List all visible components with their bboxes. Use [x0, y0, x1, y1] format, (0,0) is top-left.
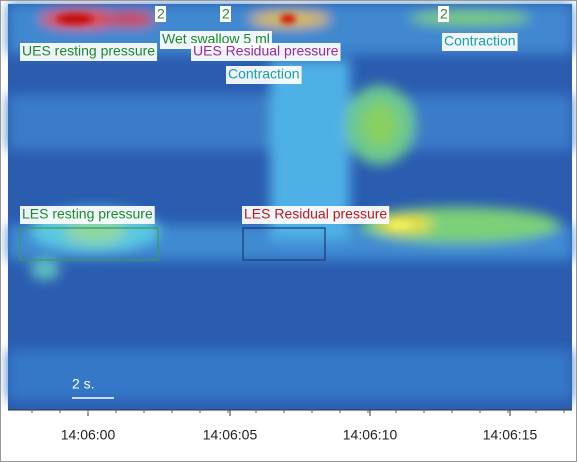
marker-box: [155, 6, 166, 22]
time-tick-label: 14:06:10: [343, 427, 398, 443]
scale-bar-label: 2 s.: [72, 376, 95, 392]
annotation: Contraction: [444, 33, 516, 49]
annotation: Wet swallow 5 ml: [162, 31, 270, 47]
time-tick-label: 14:06:15: [483, 427, 538, 443]
time-tick-label: 14:06:00: [61, 427, 116, 443]
annotation: Contraction: [228, 66, 300, 82]
swallow-marker: 2: [157, 6, 165, 22]
annotation-box: [191, 43, 341, 61]
pressure-shapes: [8, 4, 572, 400]
time-tick-label: 14:06:05: [203, 427, 258, 443]
marker-box: [438, 6, 449, 22]
annotation-box: [226, 66, 302, 84]
annotation: UES resting pressure: [22, 43, 155, 59]
overlays: 2 2 2 UES resting pressure Wet swallow 5 mlU…: [20, 6, 565, 443]
les-residual-window: [242, 227, 326, 261]
swallow-marker: 2: [440, 6, 448, 22]
marker-box: [220, 6, 231, 22]
swallow-marker: 2: [222, 6, 230, 22]
annotation-box: [442, 33, 518, 51]
annotation: LES resting pressure: [22, 206, 153, 222]
annotation: LES Residual pressure: [244, 206, 387, 222]
pressure-peaks: [57, 14, 412, 229]
annotation-box: [20, 206, 155, 224]
annotation-box: [242, 206, 390, 224]
annotation-box: [20, 43, 158, 61]
annotation: UES Residual pressure: [193, 43, 339, 59]
les-resting-window: [19, 227, 159, 261]
